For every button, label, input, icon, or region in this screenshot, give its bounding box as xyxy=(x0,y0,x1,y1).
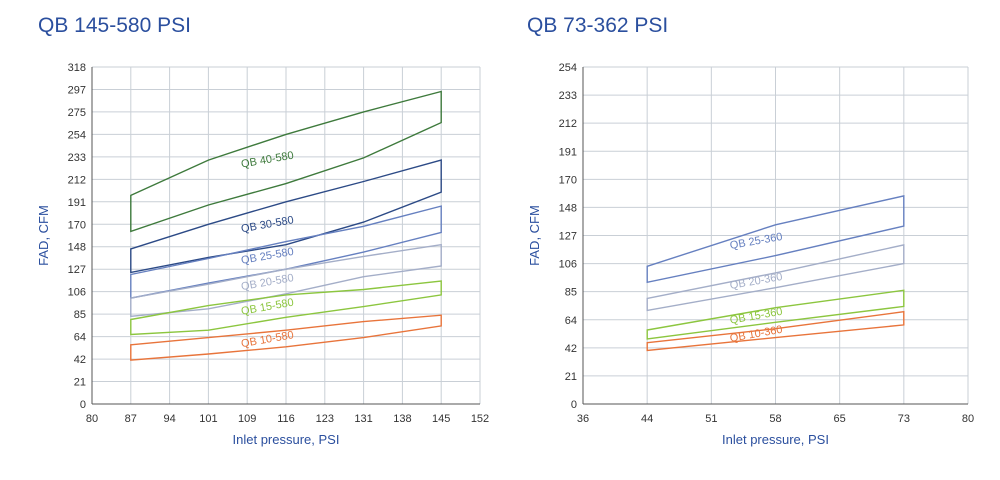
x-axis-label: Inlet pressure, PSI xyxy=(722,432,829,447)
band-qb-25-580 xyxy=(130,205,442,299)
y-tick-label: 254 xyxy=(559,62,577,74)
x-tick-label: 145 xyxy=(432,413,450,425)
band-qb-20-580 xyxy=(130,243,442,318)
y-axis-label: FAD, CFM xyxy=(527,205,542,266)
x-tick-label: 80 xyxy=(962,413,974,425)
x-tick-label: 87 xyxy=(125,413,137,425)
y-tick-label: 106 xyxy=(559,259,577,271)
band-qb-30-580 xyxy=(130,159,442,274)
y-tick-label: 42 xyxy=(74,354,86,366)
y-tick-label: 212 xyxy=(68,174,86,186)
x-tick-label: 65 xyxy=(834,413,846,425)
y-tick-label: 127 xyxy=(68,264,86,276)
y-tick-label: 170 xyxy=(68,219,86,231)
y-tick-label: 318 xyxy=(68,62,86,74)
y-tick-label: 191 xyxy=(559,146,577,158)
x-tick-label: 73 xyxy=(898,413,910,425)
y-tick-label: 191 xyxy=(68,197,86,209)
chart-title-left: QB 145-580 PSI xyxy=(38,14,191,37)
x-tick-label: 123 xyxy=(316,413,334,425)
chart-title-right: QB 73-362 PSI xyxy=(527,14,669,37)
band-qb-15-580 xyxy=(130,280,442,336)
chart-1: 80 87 94 101 109 116 123 131 138 145 152 0 21 42 64 85 1… xyxy=(36,62,489,447)
band-qb-10-580 xyxy=(130,314,442,361)
x-tick-label: 116 xyxy=(277,413,295,425)
band-qb-40-580 xyxy=(130,90,442,233)
y-tick-label: 170 xyxy=(559,174,577,186)
band-qb-20-360 xyxy=(646,244,905,312)
band-label: QB 25-580 xyxy=(240,246,294,267)
x-tick-label: 138 xyxy=(393,413,411,425)
y-tick-label: 148 xyxy=(559,202,577,214)
y-tick-label: 0 xyxy=(571,399,577,411)
band-label: QB 30-580 xyxy=(240,214,294,235)
y-tick-label: 106 xyxy=(68,287,86,299)
x-tick-label: 101 xyxy=(199,413,217,425)
y-axis-label: FAD, CFM xyxy=(36,205,51,266)
x-tick-label: 36 xyxy=(577,413,589,425)
y-tick-label: 64 xyxy=(74,332,86,344)
y-tick-label: 148 xyxy=(68,242,86,254)
x-tick-label: 152 xyxy=(471,413,489,425)
chart-2: 36 44 51 58 65 73 80 0 21 42 64 85 106 127 148 170 191 21… xyxy=(527,62,974,447)
x-axis-label: Inlet pressure, PSI xyxy=(233,432,340,447)
x-tick-label: 44 xyxy=(641,413,653,425)
x-tick-label: 109 xyxy=(238,413,256,425)
band-qb-10-360 xyxy=(646,310,905,352)
y-tick-label: 21 xyxy=(74,377,86,389)
y-tick-label: 233 xyxy=(559,90,577,102)
x-tick-label: 94 xyxy=(163,413,175,425)
x-tick-label: 80 xyxy=(86,413,98,425)
y-tick-label: 64 xyxy=(565,315,577,327)
band-label: QB 20-580 xyxy=(240,272,294,293)
y-tick-label: 212 xyxy=(559,118,577,130)
band-label: QB 40-580 xyxy=(240,150,294,171)
y-tick-label: 127 xyxy=(559,231,577,243)
y-tick-label: 42 xyxy=(565,343,577,355)
y-tick-label: 275 xyxy=(68,107,86,119)
y-tick-label: 85 xyxy=(74,309,86,321)
x-tick-label: 58 xyxy=(769,413,781,425)
y-tick-label: 21 xyxy=(565,371,577,383)
y-tick-label: 233 xyxy=(68,152,86,164)
band-qb-25-360 xyxy=(646,195,905,284)
y-tick-label: 0 xyxy=(80,399,86,411)
y-tick-label: 297 xyxy=(68,84,86,96)
y-tick-label: 85 xyxy=(565,287,577,299)
y-tick-label: 254 xyxy=(68,129,86,141)
x-tick-label: 51 xyxy=(705,413,717,425)
band-qb-15-360 xyxy=(646,289,905,340)
x-tick-label: 131 xyxy=(354,413,372,425)
